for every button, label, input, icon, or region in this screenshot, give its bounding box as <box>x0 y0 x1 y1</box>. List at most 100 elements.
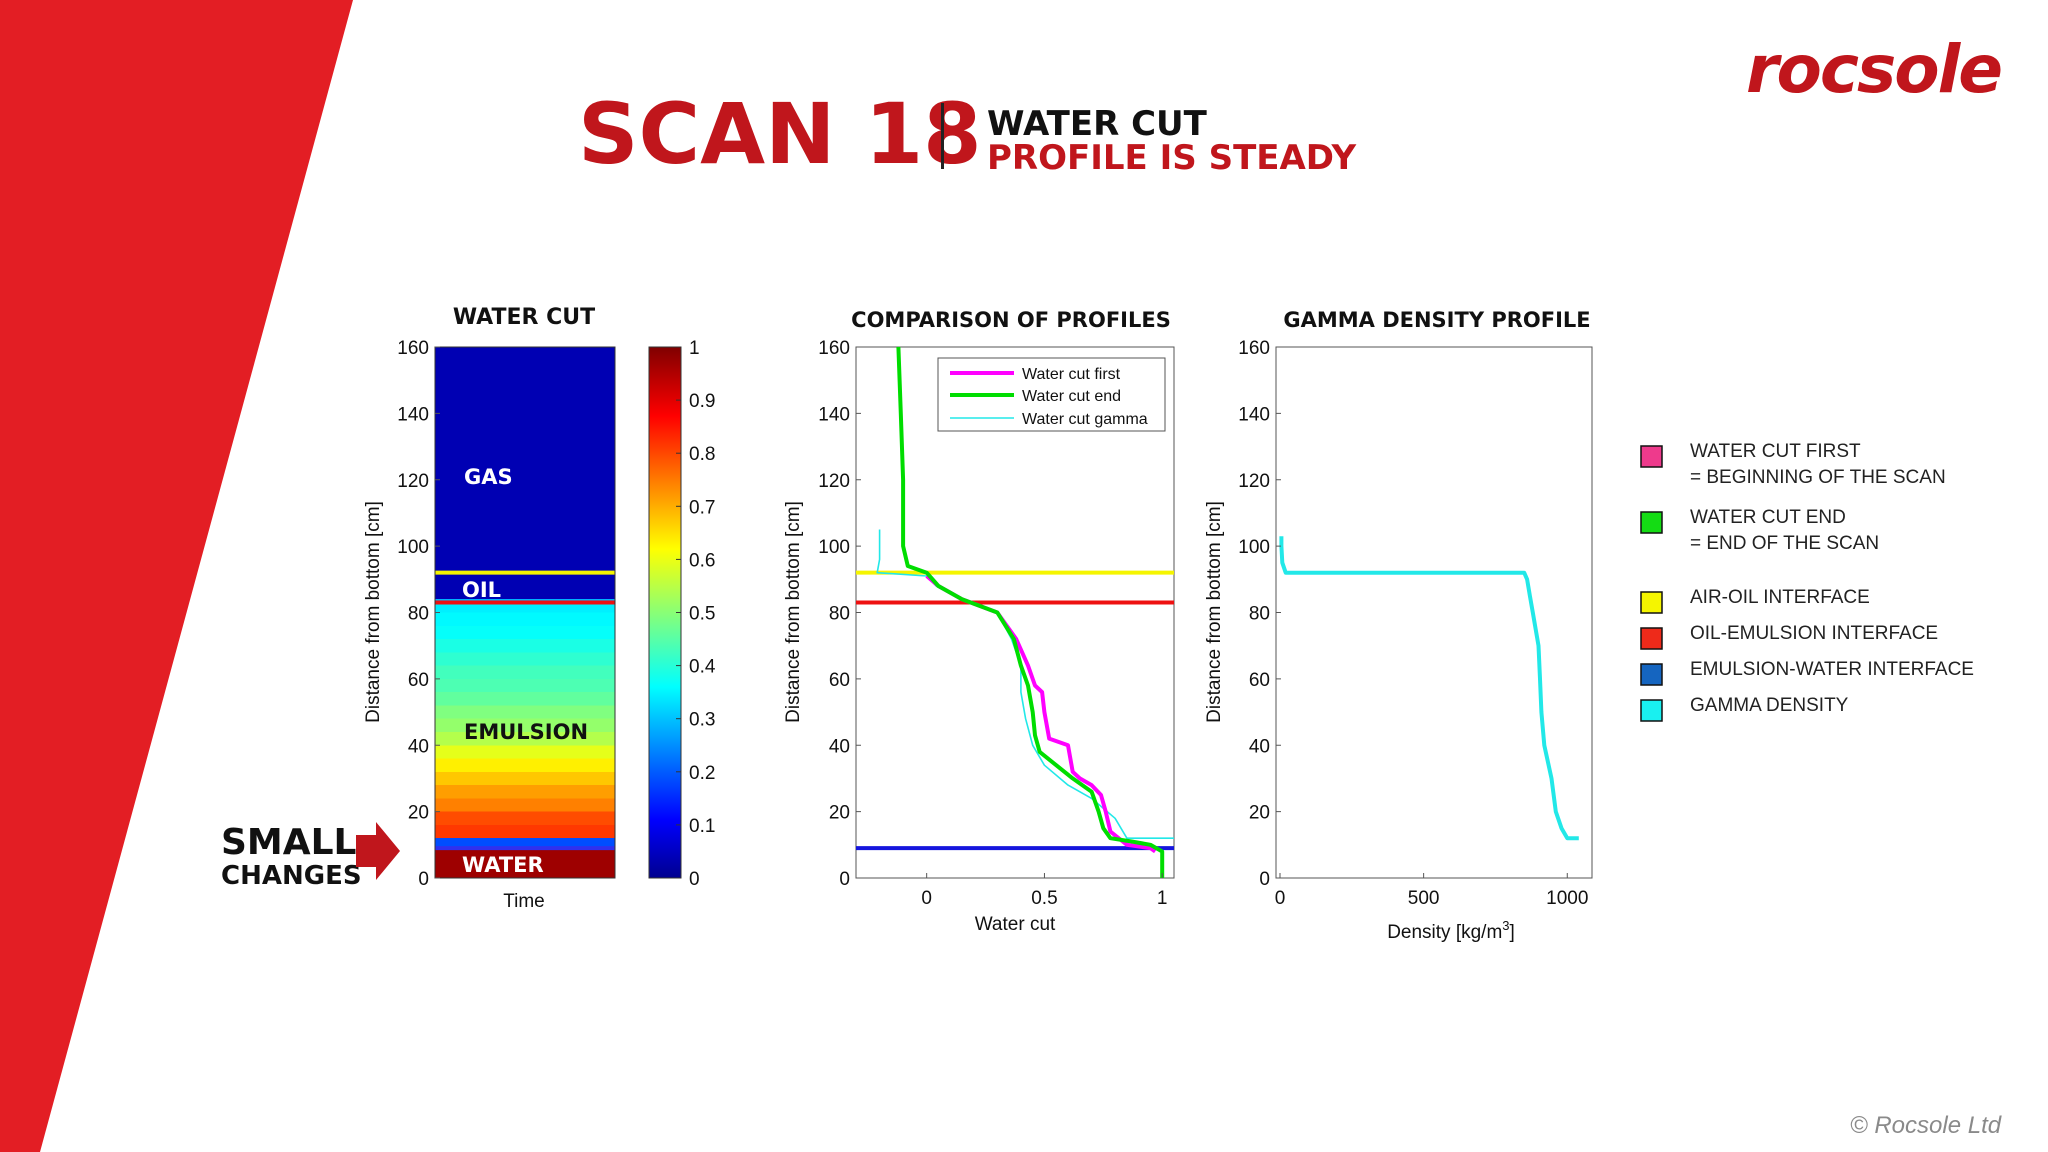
colorbar-tick-label: 0.5 <box>689 604 715 625</box>
key-label: WATER CUT FIRST <box>1690 441 1861 462</box>
panel3-ytick-label: 80 <box>1249 604 1270 625</box>
colorbar-tick-label: 0.2 <box>689 763 715 784</box>
panel1-ytick-label: 20 <box>408 803 429 824</box>
heatmap-cell <box>435 652 615 666</box>
heatmap-cell <box>435 824 615 839</box>
label-oil: OIL <box>462 578 501 602</box>
heatmap-cell <box>435 625 615 640</box>
scan-title: SCAN 18 <box>578 85 982 183</box>
panel3-title: GAMMA DENSITY PROFILE <box>1283 308 1590 332</box>
colorbar-tick-label: 0.1 <box>689 816 715 837</box>
panel1-ytick-label: 40 <box>408 736 429 757</box>
header-line-1: WATER CUT <box>987 104 1208 144</box>
panel2-ytick-label: 60 <box>829 670 850 691</box>
key-swatch <box>1640 627 1663 650</box>
colorbar-tick-label: 0.9 <box>689 391 715 412</box>
panel3-axes-frame <box>1275 346 1593 879</box>
panel3-ytick-label: 140 <box>1238 404 1270 425</box>
legend-label-first: Water cut first <box>1022 366 1121 383</box>
key-label: WATER CUT END <box>1690 507 1846 528</box>
heatmap-cell <box>435 347 615 573</box>
key-swatch <box>1640 511 1663 534</box>
panel1-title: WATER CUT <box>453 305 595 330</box>
panel1-ytick-label: 60 <box>408 670 429 691</box>
legend-label-gamma: Water cut gamma <box>1022 411 1148 428</box>
panel2-ytick-label: 40 <box>829 736 850 757</box>
panel2-title: COMPARISON OF PROFILES <box>851 308 1171 332</box>
panel1-xlabel: Time <box>503 891 545 912</box>
panel2-ytick-label: 0 <box>839 869 850 890</box>
label-water: WATER <box>462 853 544 877</box>
panel1-ylabel: Distance from bottom [cm] <box>363 501 384 723</box>
heatmap-cell <box>435 678 615 693</box>
callout-line-1: SMALL <box>221 822 357 863</box>
heatmap-cell <box>435 705 615 719</box>
heatmap-cell <box>435 798 615 812</box>
panel2-ytick-label: 100 <box>818 537 850 558</box>
colorbar-tick-label: 0 <box>689 869 700 890</box>
colorbar-tick-label: 0.8 <box>689 444 715 465</box>
panel1-ytick-label: 100 <box>397 537 429 558</box>
panel3-ytick-label: 160 <box>1238 338 1270 359</box>
panel2-ytick-label: 120 <box>818 471 850 492</box>
heatmap-cell <box>435 731 615 746</box>
logo-text: rocsole <box>1746 31 2001 108</box>
title-divider <box>941 103 944 169</box>
panel2-xtick-label: 0 <box>921 888 932 909</box>
panel1-ytick-label: 140 <box>397 404 429 425</box>
heatmap-cell <box>435 602 615 613</box>
series-water-cut-end <box>896 346 1165 878</box>
key-label-sub: = BEGINNING OF THE SCAN <box>1690 467 1946 488</box>
label-emulsion: EMULSION <box>464 720 588 744</box>
label-gas: GAS <box>464 465 513 489</box>
legend-label-end: Water cut end <box>1022 388 1121 405</box>
callout-arrow-icon <box>356 822 400 880</box>
heatmap-cell <box>435 692 615 706</box>
heatmap-cell <box>435 811 615 825</box>
key-swatch <box>1640 699 1663 722</box>
heatmap-cell <box>435 612 615 626</box>
header-line-2: PROFILE IS STEADY <box>987 138 1357 178</box>
key-swatch <box>1640 663 1663 686</box>
panel3-ytick-label: 0 <box>1259 869 1270 890</box>
panel1-ytick-label: 0 <box>418 869 429 890</box>
panel2-ylabel: Distance from bottom [cm] <box>783 501 804 723</box>
callout-line-2: CHANGES <box>221 861 362 891</box>
key-label: GAMMA DENSITY <box>1690 695 1849 716</box>
panel2-ytick-label: 80 <box>829 604 850 625</box>
key-label: AIR-OIL INTERFACE <box>1690 587 1870 608</box>
panel2-ytick-label: 20 <box>829 803 850 824</box>
panel1-ytick-label: 160 <box>397 338 429 359</box>
rocsole-logo: rocsole <box>1746 31 2003 108</box>
panel3-ytick-label: 20 <box>1249 803 1270 824</box>
color-key: WATER CUT FIRST = BEGINNING OF THE SCAN WA… <box>1640 441 1974 722</box>
panel-gamma-density: GAMMA DENSITY PROFILE 160 140 120 100 80 60 40… <box>1204 308 1593 943</box>
heatmap-cell <box>435 572 615 600</box>
panel3-ytick-label: 60 <box>1249 670 1270 691</box>
panel3-xtick-label: 1000 <box>1546 888 1588 909</box>
copyright-text: © Rocsole Ltd <box>1850 1112 2002 1139</box>
key-label-sub: = END OF THE SCAN <box>1690 533 1879 554</box>
colorbar-tick-label: 0.6 <box>689 550 715 571</box>
series-gamma-density <box>1279 536 1579 841</box>
key-swatch <box>1640 591 1663 614</box>
panel3-xtick-label: 0 <box>1275 888 1286 909</box>
key-swatch <box>1640 445 1663 468</box>
colorbar-tick-label: 0.3 <box>689 710 715 731</box>
panel2-ytick-label: 160 <box>818 338 850 359</box>
heatmap-cell <box>435 665 615 679</box>
panel2-xlabel: Water cut <box>975 914 1056 935</box>
panel2-axes-frame <box>855 346 1175 879</box>
panel3-ylabel: Distance from bottom [cm] <box>1204 501 1225 723</box>
colorbar-tick-label: 0.7 <box>689 497 715 518</box>
panel2-xtick-label: 0.5 <box>1031 888 1057 909</box>
heatmap-cell <box>435 745 615 759</box>
colorbar-tick-label: 0.4 <box>689 657 716 678</box>
panel1-ytick-label: 120 <box>397 471 429 492</box>
panel3-ytick-label: 40 <box>1249 736 1270 757</box>
heatmap-cell <box>435 838 615 849</box>
panel-comparison: COMPARISON OF PROFILES 16014012010080604… <box>783 308 1175 935</box>
panel3-xtick-label: 500 <box>1408 888 1440 909</box>
legend: Water cut first Water cut end Water cut … <box>937 357 1166 432</box>
